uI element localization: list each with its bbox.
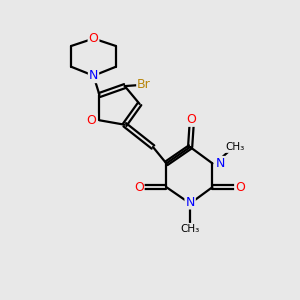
Text: CH₃: CH₃ xyxy=(181,224,200,234)
Text: N: N xyxy=(185,196,195,208)
Text: O: O xyxy=(134,181,144,194)
Text: N: N xyxy=(215,157,225,170)
Text: CH₃: CH₃ xyxy=(225,142,244,152)
Text: O: O xyxy=(88,32,98,45)
Text: O: O xyxy=(235,181,245,194)
Text: Br: Br xyxy=(137,78,151,91)
Text: N: N xyxy=(89,69,98,82)
Text: O: O xyxy=(187,113,196,126)
Text: O: O xyxy=(87,114,97,127)
